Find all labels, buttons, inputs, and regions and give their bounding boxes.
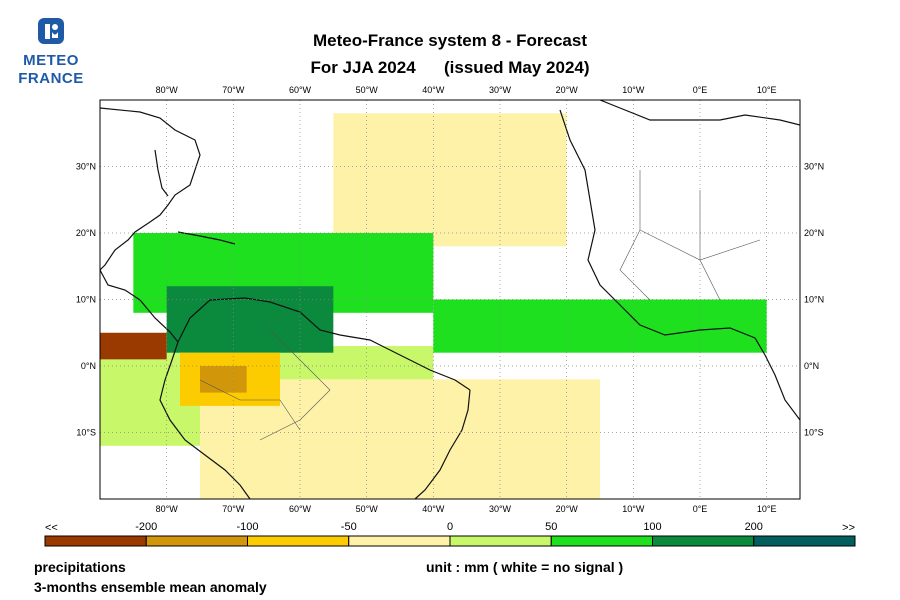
lon-label-top: 30°W: [489, 85, 512, 95]
anomaly-region-7: [100, 332, 167, 360]
coastlines: [100, 100, 800, 499]
map-frame: [99, 99, 801, 500]
lat-label-right: 20°N: [804, 228, 824, 238]
legend-tick-label: -50: [341, 521, 357, 533]
lat-label-left: 10°N: [76, 295, 96, 305]
legend-title: precipitations: [34, 559, 126, 575]
lat-label-right: 10°N: [804, 295, 824, 305]
legend-tick-label: 0: [447, 521, 453, 533]
legend-color-box: [449, 535, 552, 547]
lon-label-top: 10°E: [757, 85, 777, 95]
lat-label-left: 0°N: [81, 361, 96, 371]
page-subtitle: For JJA 2024 (issued May 2024): [200, 58, 700, 78]
lon-label-top: 10°W: [622, 85, 645, 95]
lon-label-bottom: 50°W: [356, 504, 379, 514]
color-legend: << >> -200 -100 -50 0 50 100 200: [44, 521, 856, 547]
graticule: [100, 100, 800, 499]
coast-central-america: [100, 269, 179, 343]
legend-color-box: [145, 535, 248, 547]
legend-color-box: [348, 535, 451, 547]
lon-label-top: 60°W: [289, 85, 312, 95]
issue-date: (issued May 2024): [444, 58, 590, 77]
coast-south-america-east: [414, 389, 471, 499]
logo-text-1: METEO: [23, 52, 79, 69]
anomaly-region-2: [333, 113, 567, 247]
legend-tick-label: 50: [545, 521, 557, 533]
meteo-france-logo: METEO FRANCE: [16, 16, 86, 87]
lon-label-bottom: 30°W: [489, 504, 512, 514]
coast-north-america: [100, 107, 201, 271]
lat-label-right: 0°N: [804, 361, 819, 371]
coast-africa-west: [559, 109, 800, 421]
lat-label-right: 10°S: [804, 428, 824, 438]
lat-label-right: 30°N: [804, 162, 824, 172]
legend-tick-label: 100: [643, 521, 661, 533]
anomaly-map: 80°W 80°W 70°W 70°W 60°W 60°W 50°W 50°W 40°W 40°W…: [76, 85, 824, 514]
anomaly-region-6: [433, 299, 767, 353]
lat-label-left: 20°N: [76, 228, 96, 238]
legend-color-box: [753, 535, 856, 547]
lon-label-bottom: 70°W: [222, 504, 245, 514]
page-title: Meteo-France system 8 - Forecast: [313, 31, 587, 50]
legend-subtitle: 3-months ensemble mean anomaly: [34, 579, 267, 595]
lat-label-left: 30°N: [76, 162, 96, 172]
lon-label-top: 40°W: [422, 85, 445, 95]
lon-label-bottom: 10°E: [757, 504, 777, 514]
coast-iberia-med: [599, 100, 800, 126]
lon-label-top: 0°E: [693, 85, 708, 95]
borders: [199, 170, 761, 441]
logo-emblem-icon: [38, 18, 64, 44]
legend-tick-label: -100: [236, 521, 258, 533]
lon-label-bottom: 0°E: [693, 504, 708, 514]
lat-label-left: 10°S: [76, 428, 96, 438]
coast-south-america-north: [177, 297, 471, 391]
legend-color-box: [44, 535, 147, 547]
lon-label-bottom: 60°W: [289, 504, 312, 514]
lon-label-top: 20°W: [556, 85, 579, 95]
anomaly-field: [100, 113, 767, 499]
lon-label-bottom: 80°W: [156, 504, 179, 514]
legend-tick-label: -200: [135, 521, 157, 533]
unit-note: unit : mm ( white = no signal ): [426, 559, 624, 575]
legend-right-arrow: >>: [842, 522, 855, 534]
coast-south-america-west: [159, 341, 251, 499]
anomaly-region-4: [166, 286, 334, 353]
legend-color-box: [247, 535, 350, 547]
legend-color-box: [550, 535, 653, 547]
anomaly-region-9: [200, 366, 247, 393]
lon-label-bottom: 20°W: [556, 504, 579, 514]
coast-cuba: [177, 231, 236, 245]
axis-labels: 80°W 80°W 70°W 70°W 60°W 60°W 50°W 50°W 40°W 40°W…: [76, 85, 824, 514]
lon-label-bottom: 40°W: [422, 504, 445, 514]
legend-tick-label: 200: [745, 521, 763, 533]
legend-color-box: [652, 535, 755, 547]
forecast-period: For JJA 2024: [310, 58, 416, 77]
coast-florida-gulf: [154, 149, 169, 197]
logo-text-2: FRANCE: [18, 70, 84, 87]
lon-label-top: 70°W: [222, 85, 245, 95]
lon-label-bottom: 10°W: [622, 504, 645, 514]
lon-label-top: 80°W: [156, 85, 179, 95]
legend-left-arrow: <<: [45, 522, 58, 534]
lon-label-top: 50°W: [356, 85, 379, 95]
